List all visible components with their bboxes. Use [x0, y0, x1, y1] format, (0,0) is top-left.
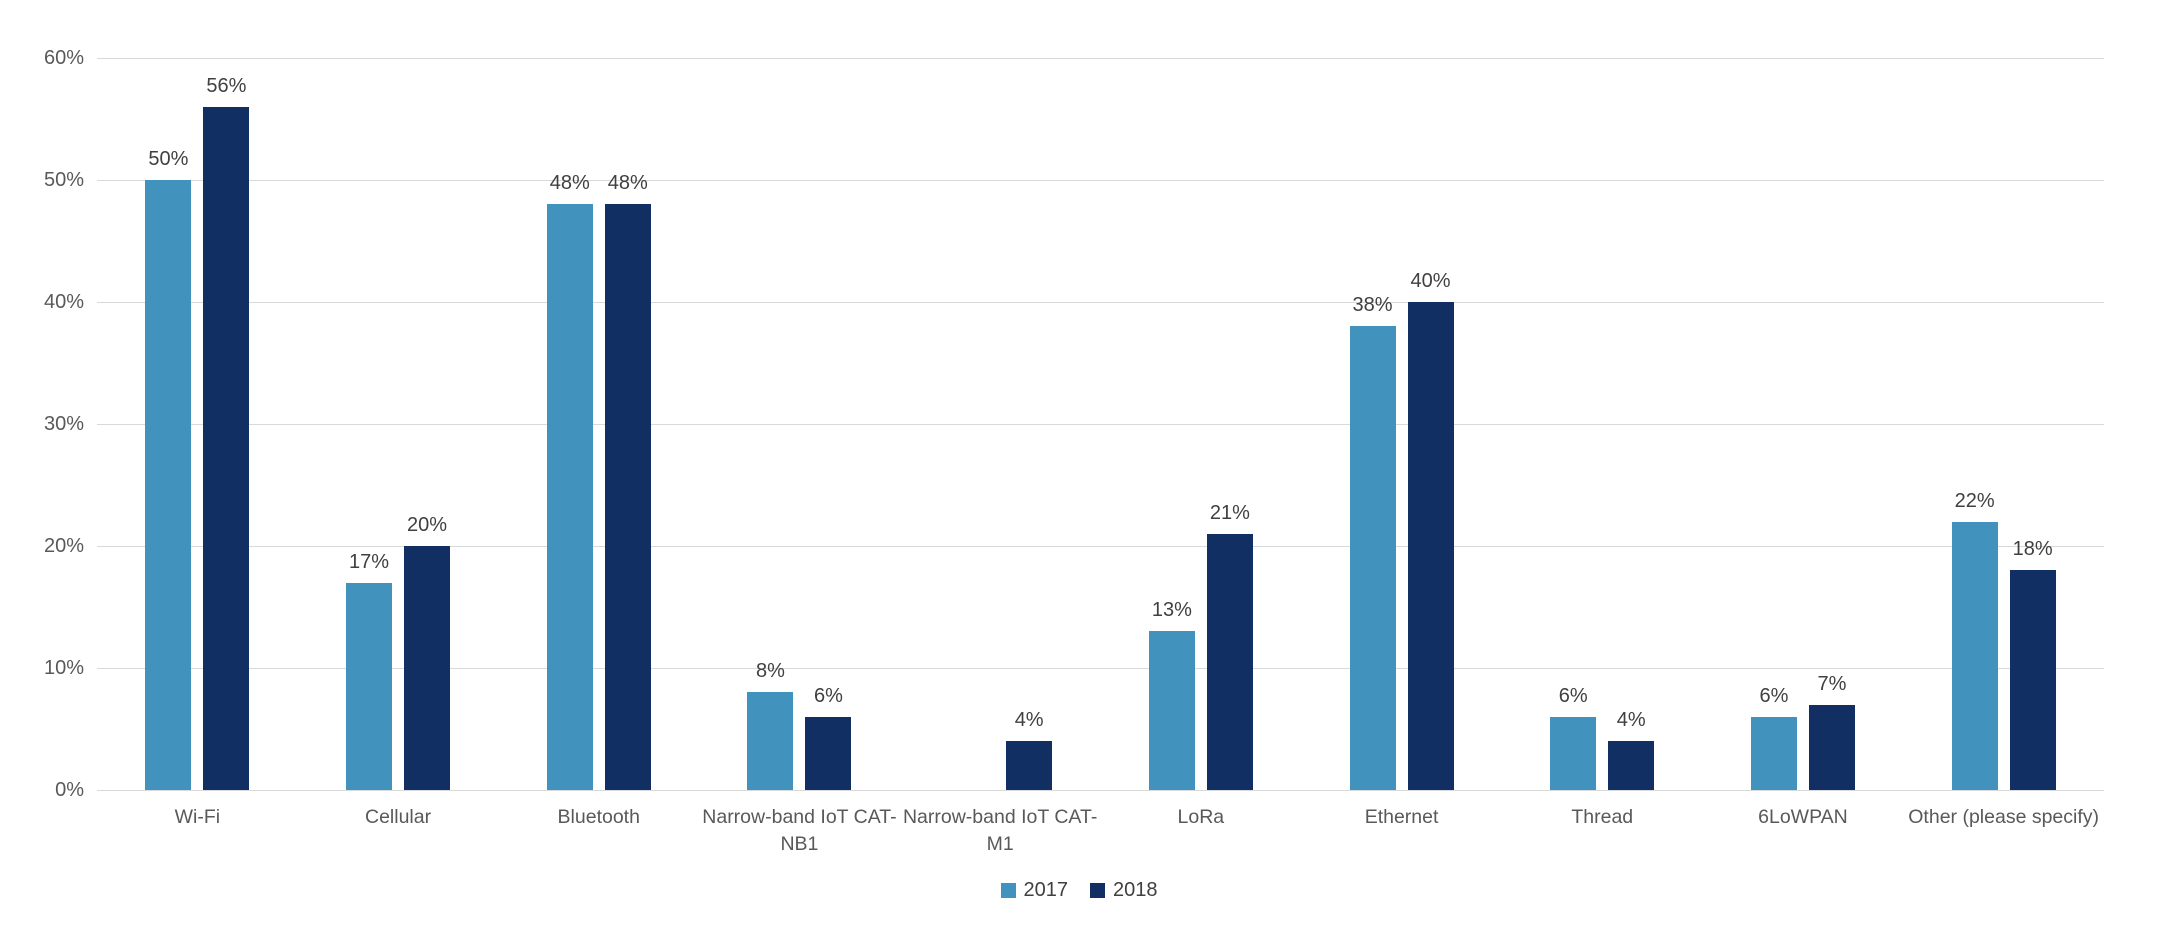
bar-2017 — [1148, 631, 1195, 790]
x-axis-category-label: LoRa — [1177, 806, 1225, 828]
legend-color-swatch — [1090, 882, 1105, 898]
y-axis-tick-label: 20% — [43, 535, 84, 557]
x-axis-category-label: Ethernet — [1364, 806, 1439, 828]
bar-2017 — [1550, 716, 1597, 790]
bar-value-label: 6% — [813, 684, 843, 707]
bar-value-label: 48% — [549, 172, 590, 195]
bar-value-label: 13% — [1151, 599, 1192, 622]
gridline — [97, 790, 2104, 791]
x-axis-category-label: Other (please specify) — [1908, 806, 2100, 828]
bar-value-label: 17% — [349, 550, 390, 573]
bar-2018 — [1808, 704, 1855, 790]
gridline — [97, 668, 2104, 669]
y-axis-tick-label: 60% — [43, 47, 84, 69]
legend-color-swatch — [1000, 882, 1016, 898]
bar-2017 — [1349, 326, 1396, 790]
bar-2017 — [546, 204, 593, 790]
bar-value-label: 38% — [1352, 294, 1393, 317]
bar-2017 — [747, 692, 794, 790]
bar-value-label: 20% — [407, 514, 448, 536]
bar-value-label: 40% — [1410, 270, 1451, 292]
bar-value-label: 22% — [1954, 489, 1995, 512]
y-axis-tick-label: 50% — [43, 169, 84, 191]
gridline — [97, 302, 2104, 303]
bar-2018 — [805, 716, 852, 790]
x-axis-category-label: Thread — [1571, 806, 1634, 828]
x-axis-category-label: Narrow-band IoT CAT- M1 — [902, 806, 1098, 855]
y-axis-tick-label: 30% — [43, 413, 84, 435]
bar-2018 — [2009, 570, 2056, 790]
x-axis-category-label: Cellular — [364, 806, 432, 828]
gridline — [97, 546, 2104, 547]
bar-2018 — [404, 546, 451, 790]
x-axis-category-label: Narrow-band IoT CAT- NB1 — [702, 806, 897, 855]
gridline — [97, 424, 2104, 425]
bar-value-label: 8% — [755, 660, 785, 683]
x-axis-category-label: 6LoWPAN — [1758, 806, 1848, 828]
bar-2018 — [1006, 741, 1053, 790]
bar-2018 — [203, 106, 250, 790]
bar-value-label: 4% — [1014, 709, 1044, 732]
bar-value-label: 6% — [1759, 684, 1789, 707]
bar-2017 — [346, 582, 393, 790]
bar-2018 — [604, 204, 651, 790]
y-axis-tick-label: 0% — [55, 779, 84, 801]
bar-value-label: 18% — [2012, 538, 2053, 561]
bar-2018 — [1608, 741, 1655, 790]
legend: 2017 2018 — [0, 876, 2158, 904]
gridline — [97, 180, 2104, 181]
legend-item-2018: 2018 — [1090, 876, 1158, 904]
gridline — [97, 58, 2104, 59]
bar-2018 — [1206, 533, 1253, 790]
bar-2018 — [1407, 302, 1454, 790]
legend-item-2017: 2017 — [1000, 876, 1069, 904]
y-axis-tick-label: 10% — [43, 657, 84, 679]
x-axis-category-label: Wi-Fi — [174, 806, 221, 828]
bar-2017 — [1750, 716, 1797, 790]
bar-value-label: 56% — [206, 74, 247, 97]
bar-value-label: 48% — [607, 172, 648, 195]
legend-series-label: 2018 — [1113, 878, 1158, 901]
bar-value-label: 7% — [1817, 672, 1847, 695]
bar-2017 — [145, 180, 192, 790]
bar-value-label: 4% — [1616, 709, 1646, 732]
x-axis-category-label: Bluetooth — [557, 806, 640, 828]
bar-2017 — [1951, 521, 1998, 790]
bar-value-label: 21% — [1209, 501, 1250, 524]
y-axis-tick-label: 40% — [43, 291, 84, 313]
bar-value-label: 6% — [1558, 684, 1588, 707]
bar-value-label: 50% — [148, 148, 189, 170]
legend-series-label: 2017 — [1023, 878, 1069, 901]
